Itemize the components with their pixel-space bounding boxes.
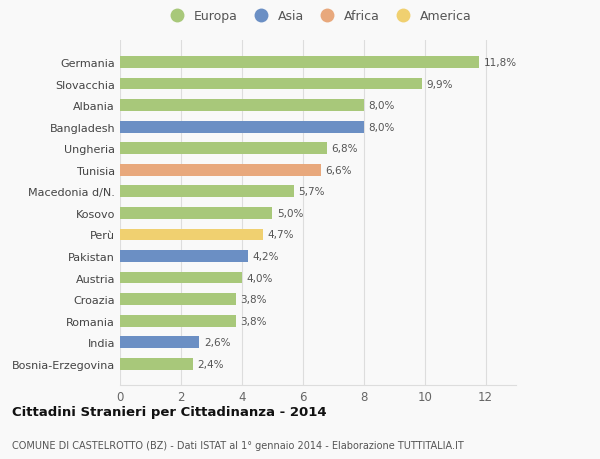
Text: 3,8%: 3,8% — [241, 316, 267, 326]
Text: 6,6%: 6,6% — [326, 165, 352, 175]
Bar — [120, 315, 236, 327]
Bar — [120, 100, 364, 112]
Text: 8,0%: 8,0% — [368, 101, 395, 111]
Bar — [120, 251, 248, 263]
Bar — [120, 143, 327, 155]
Text: 3,8%: 3,8% — [241, 295, 267, 304]
Bar — [120, 272, 242, 284]
Bar — [120, 336, 199, 348]
Text: COMUNE DI CASTELROTTO (BZ) - Dati ISTAT al 1° gennaio 2014 - Elaborazione TUTTIT: COMUNE DI CASTELROTTO (BZ) - Dati ISTAT … — [12, 440, 464, 450]
Bar — [120, 186, 293, 198]
Text: 2,6%: 2,6% — [204, 337, 230, 347]
Legend: Europa, Asia, Africa, America: Europa, Asia, Africa, America — [159, 5, 477, 28]
Bar — [120, 122, 364, 133]
Text: 4,0%: 4,0% — [247, 273, 273, 283]
Text: 11,8%: 11,8% — [484, 58, 517, 68]
Bar — [120, 229, 263, 241]
Bar — [120, 294, 236, 305]
Text: 9,9%: 9,9% — [426, 79, 452, 90]
Text: Cittadini Stranieri per Cittadinanza - 2014: Cittadini Stranieri per Cittadinanza - 2… — [12, 405, 326, 418]
Text: 5,0%: 5,0% — [277, 208, 303, 218]
Text: 8,0%: 8,0% — [368, 123, 395, 132]
Text: 4,2%: 4,2% — [253, 252, 279, 262]
Text: 5,7%: 5,7% — [298, 187, 325, 197]
Bar — [120, 78, 422, 90]
Text: 6,8%: 6,8% — [332, 144, 358, 154]
Bar — [120, 207, 272, 219]
Bar — [120, 57, 479, 69]
Text: 4,7%: 4,7% — [268, 230, 294, 240]
Bar — [120, 358, 193, 370]
Text: 2,4%: 2,4% — [197, 359, 224, 369]
Bar — [120, 164, 321, 176]
